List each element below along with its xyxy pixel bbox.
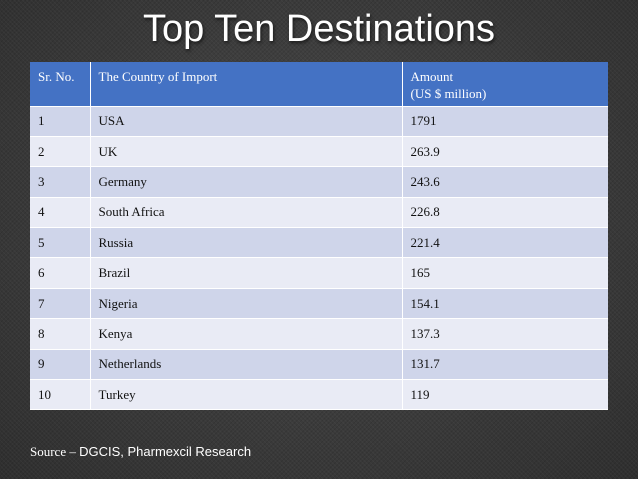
destinations-table: Sr. No. The Country of Import Amount (US … — [30, 62, 608, 411]
cell-country: Nigeria — [90, 288, 403, 320]
cell-amount: 154.1 — [402, 288, 608, 320]
cell-sr: 8 — [30, 318, 91, 350]
header-amount: Amount (US $ million) — [402, 62, 608, 107]
table-row: 5 Russia 221.4 — [30, 227, 608, 259]
source-value: DGCIS, Pharmexcil Research — [79, 444, 252, 459]
slide-title: Top Ten Destinations — [142, 8, 496, 50]
table-row: 6 Brazil 165 — [30, 257, 608, 289]
cell-amount: 226.8 — [402, 197, 608, 229]
cell-country: Netherlands — [90, 349, 403, 381]
cell-sr: 4 — [30, 197, 91, 229]
table-row: 1 USA 1791 — [30, 106, 608, 137]
source-label: Source – — [30, 444, 80, 459]
cell-sr: 5 — [30, 227, 91, 259]
cell-country: Brazil — [90, 257, 403, 289]
cell-sr: 7 — [30, 288, 91, 320]
cell-country: Turkey — [90, 379, 403, 411]
cell-sr: 2 — [30, 136, 91, 168]
cell-amount: 119 — [402, 379, 608, 411]
header-sr-no: Sr. No. — [30, 62, 91, 107]
cell-country: Kenya — [90, 318, 403, 350]
table-row: 3 Germany 243.6 — [30, 166, 608, 198]
cell-country: Russia — [90, 227, 403, 259]
cell-sr: 6 — [30, 257, 91, 289]
cell-amount: 137.3 — [402, 318, 608, 350]
cell-amount: 165 — [402, 257, 608, 289]
header-amount-line1: Amount — [410, 69, 454, 84]
cell-amount: 131.7 — [402, 349, 608, 381]
cell-sr: 1 — [30, 106, 91, 137]
cell-country: Germany — [90, 166, 403, 198]
table-row: 10 Turkey 119 — [30, 379, 608, 411]
cell-country: UK — [90, 136, 403, 168]
cell-amount: 263.9 — [402, 136, 608, 168]
table-row: 8 Kenya 137.3 — [30, 318, 608, 350]
source-note: Source – DGCIS, Pharmexcil Research — [30, 444, 251, 460]
cell-amount: 1791 — [402, 106, 608, 137]
table-row: 2 UK 263.9 — [30, 136, 608, 168]
cell-sr: 10 — [30, 379, 91, 411]
cell-sr: 9 — [30, 349, 91, 381]
table-row: 4 South Africa 226.8 — [30, 197, 608, 229]
cell-amount: 221.4 — [402, 227, 608, 259]
table-header-row: Sr. No. The Country of Import Amount (US … — [30, 62, 608, 107]
cell-sr: 3 — [30, 166, 91, 198]
header-country: The Country of Import — [90, 62, 403, 107]
table-row: 7 Nigeria 154.1 — [30, 288, 608, 320]
cell-country: South Africa — [90, 197, 403, 229]
header-amount-line2: (US $ million) — [410, 86, 487, 101]
cell-country: USA — [90, 106, 403, 137]
cell-amount: 243.6 — [402, 166, 608, 198]
table-row: 9 Netherlands 131.7 — [30, 349, 608, 381]
